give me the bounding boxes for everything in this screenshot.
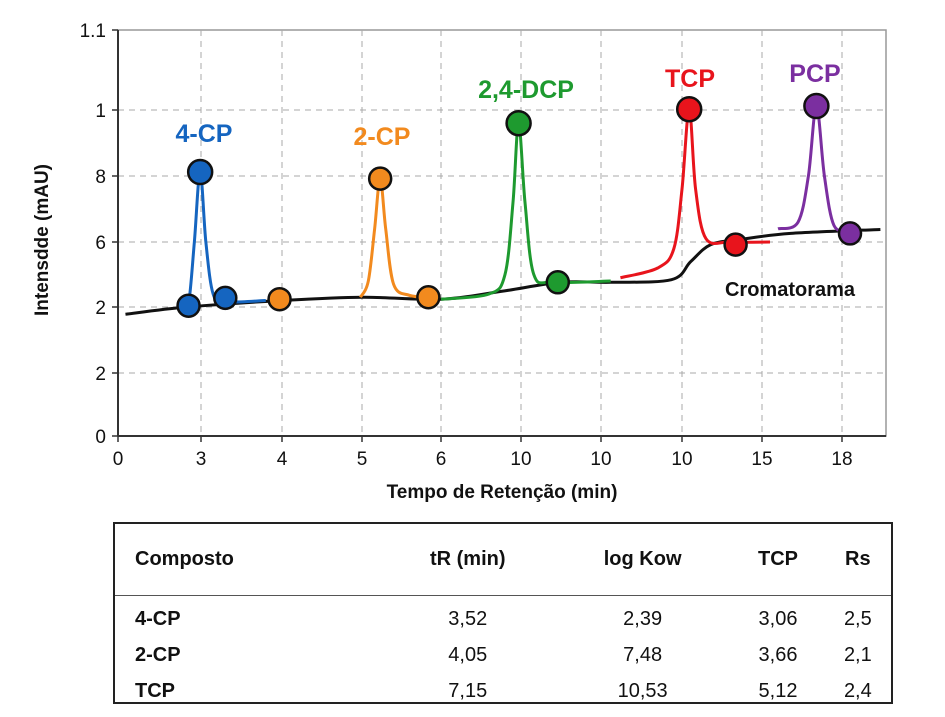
annotation-2-4-dcp: 2,4-DCP (478, 76, 574, 104)
data-point-4-cp (176, 293, 201, 318)
table-row: 4-CP 3,52 2,39 3,06 2,5 (115, 596, 891, 638)
data-point-2-cp (267, 286, 292, 312)
x-tick-label: 10 (510, 449, 531, 470)
cell: 2-CP (135, 643, 181, 666)
annotation-pcp: PCP (789, 60, 840, 88)
cell: 4,05 (448, 643, 488, 666)
table-header-row: Composto tR (min) log Kow TCP Rs (115, 524, 891, 596)
chromatogram-chart: 0 3 4 5 6 10 10 10 15 18 0 2 2 6 8 1 1.1 Tempo de Retençã… (32, 21, 887, 503)
x-tick-label: 10 (671, 449, 692, 470)
x-tick-label: 15 (751, 449, 772, 470)
y-tick-label: 6 (95, 233, 106, 254)
cell: 10,53 (617, 679, 668, 702)
y-tick-label: 2 (95, 298, 106, 319)
x-axis-title: Tempo de Retenção (min) (387, 482, 618, 503)
series-line-2-4-dcp (440, 121, 611, 301)
cell: 3,06 (758, 607, 798, 630)
cell: 3,52 (448, 607, 488, 630)
cell: 7,48 (623, 643, 663, 666)
cell: 2,39 (623, 607, 663, 630)
data-point-pcp (803, 92, 830, 120)
x-tick-label: 4 (277, 449, 288, 470)
y-tick-label: 1.1 (80, 21, 106, 42)
cell: 4-CP (135, 607, 181, 630)
series-line-pcp (777, 104, 851, 233)
header-rs: Rs (824, 524, 891, 596)
x-tick-label: 6 (436, 449, 447, 470)
data-point-pcp (837, 221, 863, 246)
cell: 5,12 (758, 679, 798, 702)
cell: 3,66 (758, 643, 798, 666)
y-tick-label: 1 (95, 101, 106, 122)
table-row: TCP 7,15 10,53 5,12 2,4 (115, 673, 891, 709)
data-point-4-cp (186, 158, 214, 186)
annotation-cromatorama: Cromatorama (725, 279, 856, 301)
data-point-2-cp (416, 285, 441, 310)
x-tick-label: 18 (831, 449, 852, 470)
series-line-2-cp (359, 177, 430, 299)
results-table: Composto tR (min) log Kow TCP Rs 4-CP 3,… (113, 522, 893, 704)
header-logkow: log Kow (553, 524, 732, 596)
y-tick-label: 0 (95, 427, 106, 448)
series-line-tcp (620, 107, 771, 280)
x-tick-label: 3 (196, 449, 207, 470)
data-point-2-cp (367, 166, 393, 191)
cell: 2,1 (843, 643, 872, 666)
x-tick-label: 5 (357, 449, 368, 470)
header-tr: tR (min) (381, 524, 554, 596)
header-composto: Composto (115, 524, 382, 596)
table-row: 2-CP 4,05 7,48 3,66 2,1 (115, 637, 891, 673)
cell: 7,15 (448, 679, 488, 702)
y-tick-label: 2 (95, 364, 106, 385)
data-point-tcp (675, 95, 703, 123)
x-tick-label: 10 (590, 449, 611, 470)
data-point-2-4-dcp (545, 270, 571, 295)
annotation-tcp: TCP (665, 65, 715, 93)
annotation-2-cp: 2-CP (354, 123, 411, 151)
y-tick-label: 8 (95, 167, 106, 188)
cell: TCP (135, 679, 175, 702)
data-point-tcp (723, 232, 748, 257)
data-point-2-4-dcp (505, 109, 532, 137)
cell: 2,5 (843, 607, 872, 630)
y-axis-title: Intensdde (mAU) (32, 164, 53, 316)
x-tick-label: 0 (113, 449, 124, 470)
header-tcp: TCP (731, 524, 825, 596)
annotation-4-cp: 4-CP (176, 120, 233, 148)
cell: 2,4 (843, 679, 872, 702)
data-point-4-cp (213, 285, 238, 311)
